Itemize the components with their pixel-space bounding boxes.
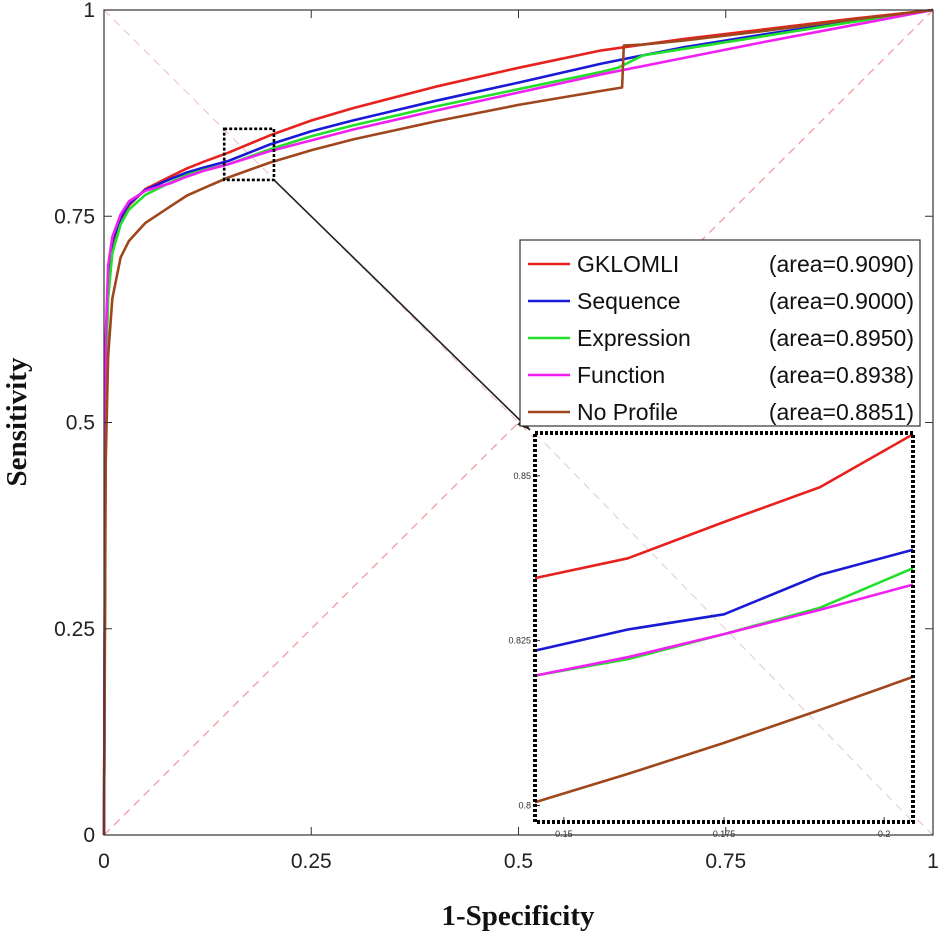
inset-reverse-diagonal bbox=[534, 432, 914, 823]
inset-x-tick-label: 0.15 bbox=[555, 829, 573, 839]
legend: GKLOMLI (area=0.9090) Sequence (area=0.9000… bbox=[519, 239, 921, 427]
y-tick-label: 1 bbox=[83, 0, 95, 22]
legend-area-expression: (area=0.8950) bbox=[769, 325, 914, 351]
inset-zoom-plot: 0.15 0.175 0.2 0.8 0.825 0.85 bbox=[508, 431, 915, 839]
legend-label-function: Function bbox=[577, 362, 665, 388]
x-tick-label: 1 bbox=[927, 850, 939, 873]
y-tick-label: 0.5 bbox=[66, 412, 95, 435]
legend-label-gklomli: GKLOMLI bbox=[577, 251, 679, 277]
legend-area-function: (area=0.8938) bbox=[769, 362, 914, 388]
inset-series-line-gklomli bbox=[534, 433, 914, 580]
inset-series-line-function bbox=[534, 583, 914, 677]
zoom-arrow-line bbox=[273, 179, 531, 431]
x-tick-label: 0 bbox=[98, 850, 110, 873]
legend-label-expression: Expression bbox=[577, 325, 691, 351]
legend-area-sequence: (area=0.9000) bbox=[769, 288, 914, 314]
y-tick-label: 0.75 bbox=[54, 205, 95, 228]
x-tick-label: 0.75 bbox=[705, 850, 746, 873]
roc-curves bbox=[102, 8, 934, 836]
legend-label-no-profile: No Profile bbox=[577, 399, 678, 425]
series-line-no-profile bbox=[102, 8, 934, 836]
legend-box bbox=[519, 239, 921, 427]
inset-x-tick-label: 0.2 bbox=[878, 829, 891, 839]
series-line-function bbox=[102, 8, 934, 836]
legend-area-no-profile: (area=0.8851) bbox=[769, 399, 914, 425]
inset-y-tick-label: 0.825 bbox=[508, 636, 531, 646]
y-tick-label: 0 bbox=[83, 824, 95, 847]
x-tick-label: 0.25 bbox=[291, 850, 332, 873]
inset-y-tick-label: 0.8 bbox=[518, 801, 531, 811]
x-tick-label: 0.5 bbox=[504, 850, 533, 873]
inset-series-line-sequence bbox=[534, 548, 914, 652]
legend-label-sequence: Sequence bbox=[577, 288, 681, 314]
zoom-region-box bbox=[222, 127, 276, 182]
x-axis-label: 1-Specificity bbox=[441, 900, 595, 932]
inset-y-tick-label: 0.85 bbox=[513, 471, 531, 481]
y-axis-label: Sensitivity bbox=[1, 357, 33, 486]
legend-area-gklomli: (area=0.9090) bbox=[769, 251, 914, 277]
inset-series-line-no-profile bbox=[534, 675, 914, 804]
series-line-expression bbox=[102, 8, 934, 836]
axis-ticks: 0 0.25 0.5 0.75 1 0 0.25 0.5 0.75 1 bbox=[54, 0, 939, 873]
inset-x-tick-label: 0.175 bbox=[713, 829, 736, 839]
inset-frame bbox=[533, 431, 915, 824]
y-tick-label: 0.25 bbox=[54, 618, 95, 641]
